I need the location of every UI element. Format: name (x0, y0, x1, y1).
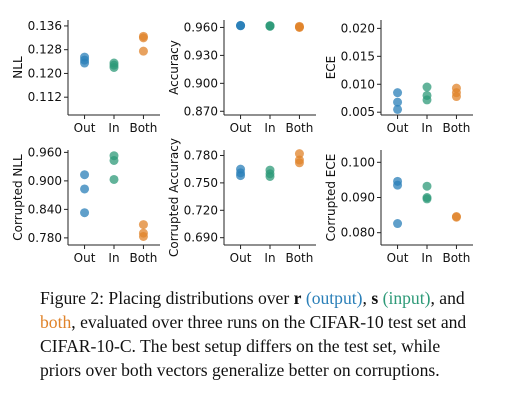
x-tick-label-out: Out (74, 251, 96, 265)
x-tick-label-in: In (264, 251, 275, 265)
point-in (265, 165, 275, 175)
point-both (294, 155, 304, 165)
x-tick-label-in: In (108, 121, 119, 135)
x-tick-label-in: In (264, 121, 275, 135)
y-tick-label: 0.128 (28, 43, 62, 57)
y-tick-label: 0.840 (28, 202, 62, 216)
y-tick-label: 0.960 (28, 145, 62, 159)
y-axis-label: Accuracy (167, 40, 181, 95)
point-both (451, 83, 461, 93)
y-tick-label: 0.020 (341, 21, 375, 35)
point-out (393, 88, 403, 98)
y-tick-label: 0.010 (341, 77, 375, 91)
point-both (138, 46, 148, 56)
point-out (80, 184, 90, 194)
x-tick-label-out: Out (387, 251, 409, 265)
caption-comma: , (362, 288, 372, 308)
y-tick-label: 0.120 (28, 66, 62, 80)
point-both (294, 22, 304, 32)
y-tick-label: 0.900 (28, 174, 62, 188)
y-tick-label: 0.900 (184, 76, 218, 90)
y-axis-label: Corrupted NLL (11, 154, 25, 241)
point-in (109, 58, 119, 68)
caption-rest: , evaluated over three runs on the CIFAR… (40, 312, 467, 380)
caption-output: (output) (305, 288, 363, 308)
y-tick-label: 0.090 (341, 191, 375, 205)
x-tick-label-both: Both (442, 121, 470, 135)
point-in (422, 193, 432, 202)
point-in (109, 174, 119, 184)
x-tick-label-both: Both (129, 251, 157, 265)
point-in (109, 151, 119, 161)
point-both (138, 228, 148, 238)
y-tick-label: 0.780 (184, 148, 218, 162)
panel-corrupted-ece: 0.080 0.090 0.100 Out In Both Corrupted ECE (324, 150, 473, 265)
y-axis-label: Corrupted ECE (324, 154, 338, 242)
y-tick-label: 0.690 (184, 231, 218, 245)
point-in (422, 181, 432, 191)
caption-r-symbol: r (293, 288, 302, 308)
point-both (138, 31, 148, 41)
figure-panels: 0.112 0.120 0.128 0.136 Out In Both NLL 0.870 0.9… (11, 19, 473, 265)
caption-input: (input) (382, 288, 431, 308)
x-tick-label-in: In (421, 251, 432, 265)
x-tick-label-out: Out (230, 121, 252, 135)
caption-and: , and (430, 288, 465, 308)
panel-ece: 0.005 0.010 0.015 0.020 Out In Both ECE (324, 20, 473, 135)
point-out (393, 97, 403, 107)
x-tick-label-out: Out (230, 251, 252, 265)
caption-s-symbol: s (371, 288, 379, 308)
panel-accuracy: 0.870 0.900 0.930 0.960 Out In Both Accuracy (167, 20, 316, 135)
y-tick-label: 0.080 (341, 226, 375, 240)
y-tick-label: 0.100 (341, 155, 375, 169)
point-both (294, 149, 304, 159)
x-tick-label-out: Out (387, 121, 409, 135)
panel-nll: 0.112 0.120 0.128 0.136 Out In Both NLL (11, 19, 160, 135)
point-out (393, 104, 403, 114)
point-in (422, 82, 432, 92)
x-tick-label-both: Both (285, 251, 313, 265)
point-both (451, 212, 461, 221)
x-tick-label-out: Out (74, 121, 96, 135)
point-both (138, 220, 148, 230)
point-out (80, 208, 90, 218)
x-tick-label-in: In (421, 121, 432, 135)
y-tick-label: 0.720 (184, 203, 218, 217)
caption-both: both (40, 312, 72, 332)
y-tick-label: 0.112 (28, 90, 62, 104)
y-tick-label: 0.015 (341, 49, 375, 63)
point-out (236, 164, 246, 174)
y-tick-label: 0.136 (28, 19, 62, 33)
x-tick-label-both: Both (129, 121, 157, 135)
point-out (80, 170, 90, 180)
y-axis-label: NLL (11, 56, 25, 79)
x-tick-label-both: Both (285, 121, 313, 135)
point-out (236, 21, 246, 31)
y-axis-label: Corrupted Accuracy (167, 138, 181, 257)
y-tick-label: 0.960 (184, 20, 218, 34)
y-tick-label: 0.780 (28, 231, 62, 245)
point-out (393, 176, 403, 186)
panel-corrupted-nll: 0.780 0.840 0.900 0.960 Out In Both Corrupted N… (11, 145, 160, 265)
x-tick-label-in: In (108, 251, 119, 265)
x-tick-label-both: Both (442, 251, 470, 265)
point-in (422, 90, 432, 100)
caption-lead: Figure 2: Placing distributions over (40, 288, 294, 308)
point-out (393, 219, 403, 229)
y-tick-label: 0.750 (184, 176, 218, 190)
point-out (80, 52, 90, 62)
panel-corrupted-accuracy: 0.690 0.720 0.750 0.780 Out In Both Corrupted A… (167, 138, 316, 265)
y-tick-label: 0.005 (341, 105, 375, 119)
figure-caption: Figure 2: Placing distributions over r (… (40, 286, 480, 382)
point-in (265, 21, 275, 31)
y-axis-label: ECE (324, 56, 338, 80)
y-tick-label: 0.930 (184, 48, 218, 62)
y-tick-label: 0.870 (184, 104, 218, 118)
